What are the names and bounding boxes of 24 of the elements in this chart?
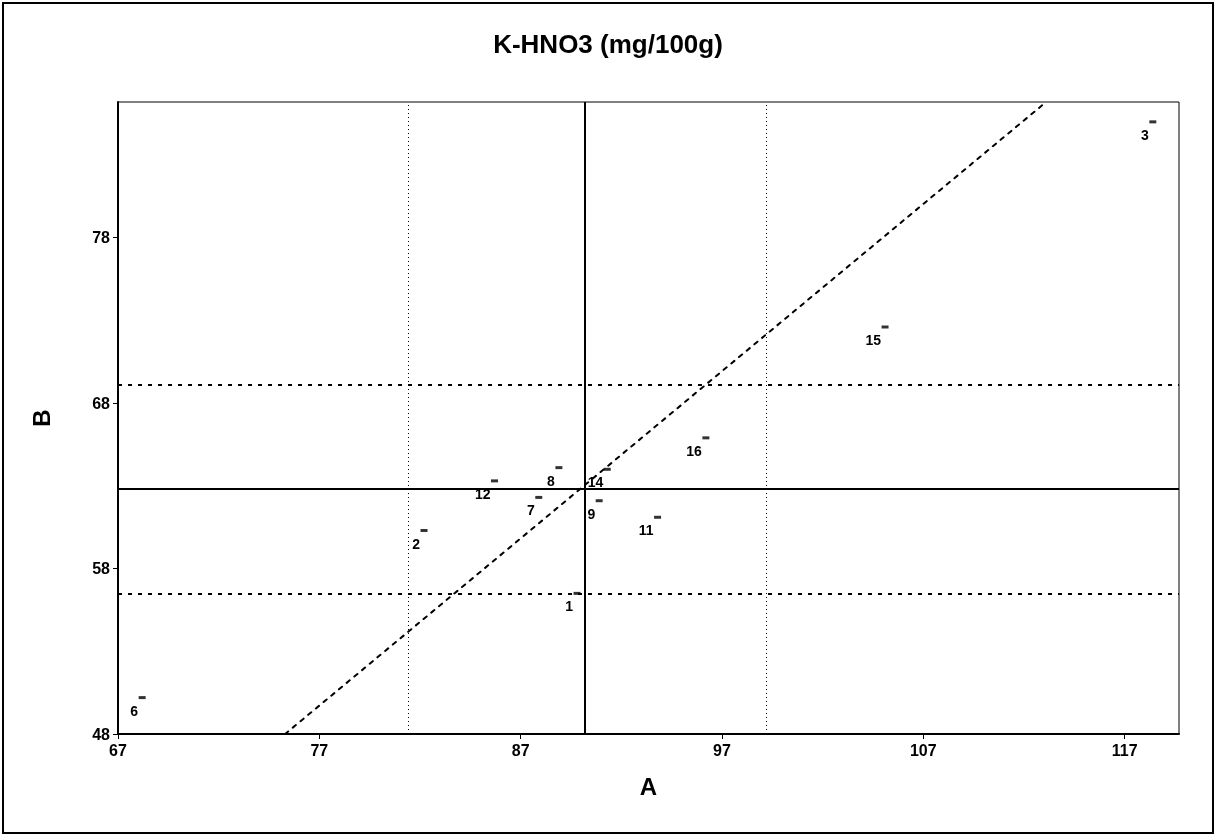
x-tick-label: 107 xyxy=(909,741,937,759)
annotation: 9 xyxy=(587,505,596,522)
annotation: 8 xyxy=(547,472,556,489)
x-tick-label: 87 xyxy=(511,741,530,759)
y-tick-label: 48 xyxy=(92,725,111,743)
annotation: 2 xyxy=(412,535,421,552)
annotation: 7 xyxy=(526,502,535,519)
annotation: 14 xyxy=(587,474,604,491)
x-tick-label: 97 xyxy=(713,741,731,759)
x-tick-label: 117 xyxy=(1111,741,1138,759)
y-tick-label: 78 xyxy=(92,229,111,247)
annotation: 11 xyxy=(638,522,654,539)
annotation: 3 xyxy=(1141,126,1150,143)
y-axis-title: B xyxy=(27,409,55,427)
x-tick-label: 77 xyxy=(310,741,329,759)
annotation: 16 xyxy=(686,442,703,459)
annotation: 15 xyxy=(865,332,882,349)
x-tick-label: 67 xyxy=(109,741,127,759)
y-tick-label: 68 xyxy=(92,394,111,412)
annotation: 1 xyxy=(565,598,574,615)
annotation: 6 xyxy=(130,702,139,719)
x-axis-title: A xyxy=(639,772,658,800)
y-tick-label: 58 xyxy=(92,560,111,578)
chart-title: K-HNO3 (mg/100g) xyxy=(493,29,723,59)
